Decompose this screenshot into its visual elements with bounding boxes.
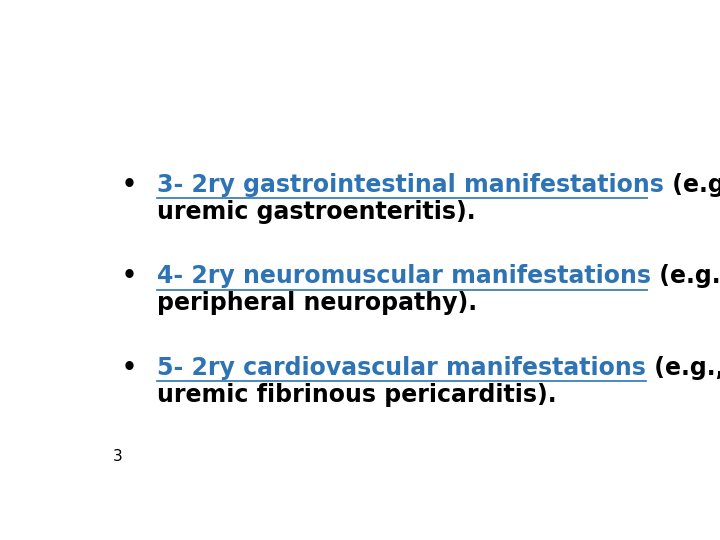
Text: •: •: [122, 173, 137, 197]
Text: uremic gastroenteritis).: uremic gastroenteritis).: [157, 200, 476, 224]
Text: 5- 2ry cardiovascular manifestations: 5- 2ry cardiovascular manifestations: [157, 356, 646, 380]
Text: (e.g.,: (e.g.,: [646, 356, 720, 380]
Text: 4- 2ry neuromuscular manifestations: 4- 2ry neuromuscular manifestations: [157, 265, 651, 288]
Text: •: •: [122, 356, 137, 380]
Text: 3: 3: [112, 449, 122, 464]
Text: 3- 2ry gastrointestinal manifestations: 3- 2ry gastrointestinal manifestations: [157, 173, 664, 197]
Text: (e.g.,: (e.g.,: [651, 265, 720, 288]
Text: •: •: [122, 265, 137, 288]
Text: (e.g.,: (e.g.,: [664, 173, 720, 197]
Text: uremic fibrinous pericarditis).: uremic fibrinous pericarditis).: [157, 383, 557, 407]
Text: peripheral neuropathy).: peripheral neuropathy).: [157, 291, 477, 315]
